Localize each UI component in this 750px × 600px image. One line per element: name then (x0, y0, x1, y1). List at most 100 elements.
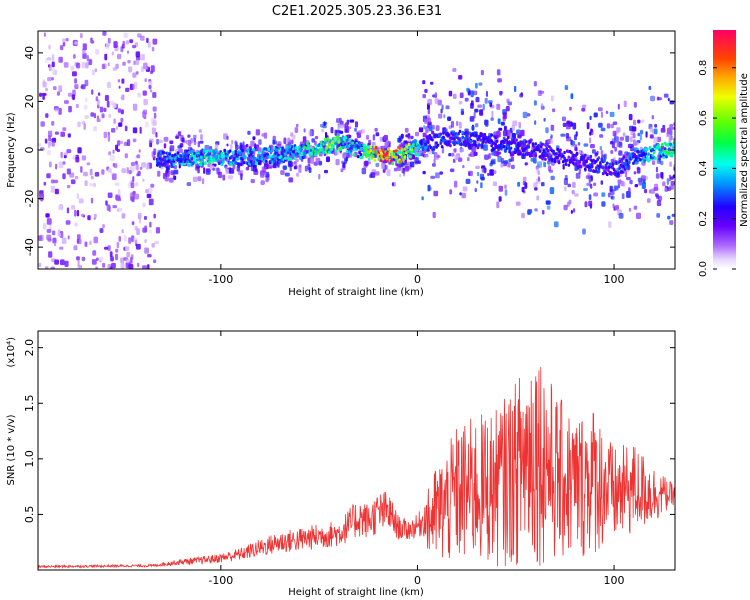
heatmap-cell (96, 118, 101, 123)
heatmap-cell (255, 129, 260, 136)
heatmap-cell (125, 258, 130, 264)
heatmap-cell (59, 231, 64, 238)
ridge-cell (652, 150, 656, 154)
heatmap-cell (81, 84, 86, 90)
ridge-cell (555, 152, 558, 156)
ridge-cell (564, 162, 568, 166)
heatmap-cell (147, 41, 151, 48)
heatmap-cell (566, 136, 572, 142)
heatmap-cell (474, 123, 479, 128)
heatmap-cell (119, 140, 123, 145)
heatmap-cell (458, 100, 463, 105)
ridge-cell (636, 149, 639, 154)
heatmap-cell (108, 151, 111, 156)
heatmap-cell (637, 119, 641, 124)
ridge-cell (436, 143, 440, 147)
heatmap-cell (608, 221, 612, 228)
heatmap-cell (212, 167, 215, 171)
ridge-cell (445, 140, 448, 144)
ridge-cell (413, 150, 416, 154)
heatmap-cell (590, 176, 593, 181)
ridge-cell (645, 147, 649, 151)
heatmap-cell (589, 137, 592, 144)
heatmap-cell (124, 246, 130, 251)
heatmap-cell (628, 114, 633, 121)
heatmap-cell (163, 143, 167, 149)
heatmap-cell (47, 77, 52, 82)
heatmap-cell (335, 129, 340, 137)
heatmap-cell (187, 134, 191, 138)
heatmap-cell (58, 85, 63, 93)
heatmap-cell (65, 38, 69, 42)
heatmap-cell (166, 166, 169, 171)
heatmap-cell (40, 197, 44, 202)
heatmap-cell (638, 181, 643, 186)
ridge-cell (651, 153, 654, 157)
heatmap-cell (80, 166, 83, 173)
heatmap-cell (496, 130, 500, 137)
heatmap-cell (417, 160, 421, 164)
heatmap-cell (43, 79, 45, 85)
heatmap-cell (370, 172, 376, 178)
heatmap-cell (427, 99, 433, 105)
heatmap-cell (669, 161, 672, 167)
ridge-cell (461, 135, 465, 139)
heatmap-cell (520, 92, 523, 96)
heatmap-cell (543, 117, 546, 122)
heatmap-cell (425, 126, 429, 133)
ridge-cell (237, 162, 240, 166)
heatmap-cell (448, 90, 453, 97)
spectrogram-ylabel: Frequency (Hz) (6, 112, 17, 188)
heatmap-cell (84, 79, 89, 87)
heatmap-cell (150, 65, 155, 73)
heatmap-cell (622, 132, 626, 137)
heatmap-cell (609, 189, 615, 195)
heatmap-cell (547, 164, 551, 170)
ridge-cell (522, 153, 525, 157)
heatmap-cell (54, 107, 59, 112)
heatmap-cell (117, 140, 121, 146)
heatmap-cell (185, 139, 191, 145)
heatmap-cell (581, 104, 587, 108)
heatmap-cell (410, 135, 414, 140)
heatmap-cell (144, 225, 148, 233)
spectrogram-heatmap (38, 31, 675, 269)
heatmap-cell (173, 169, 179, 175)
heatmap-cell (90, 197, 94, 204)
ridge-cell (184, 154, 188, 158)
heatmap-cell (54, 188, 59, 195)
heatmap-cell (345, 122, 349, 128)
heatmap-cell (265, 171, 270, 178)
heatmap-cell (67, 133, 71, 138)
heatmap-cell (103, 131, 108, 139)
heatmap-cell (633, 205, 638, 210)
ridge-cell (495, 139, 499, 143)
heatmap-cell (107, 168, 112, 173)
heatmap-cell (550, 134, 553, 139)
heatmap-cell (629, 179, 633, 185)
ridge-cell (523, 143, 526, 147)
heatmap-cell (476, 171, 480, 177)
heatmap-cell (303, 128, 306, 133)
heatmap-cell (147, 264, 150, 269)
heatmap-cell (67, 92, 73, 97)
heatmap-cell (133, 60, 136, 66)
heatmap-cell (116, 241, 120, 249)
ridge-cell (544, 157, 547, 161)
heatmap-cell (92, 250, 97, 256)
ridge-cell (179, 154, 182, 158)
heatmap-cell (540, 103, 544, 111)
heatmap-cell (145, 189, 149, 194)
heatmap-cell (554, 221, 559, 228)
ridge-cell (439, 132, 443, 136)
ridge-cell (557, 161, 561, 165)
ridge-cell (230, 155, 233, 159)
heatmap-cell (83, 171, 88, 177)
heatmap-cell (252, 164, 257, 172)
heatmap-cell (101, 113, 105, 119)
heatmap-cell (475, 165, 480, 169)
heatmap-cell (518, 121, 521, 129)
ridge-cell (640, 153, 643, 157)
heatmap-cell (47, 149, 51, 156)
heatmap-cell (193, 141, 197, 146)
